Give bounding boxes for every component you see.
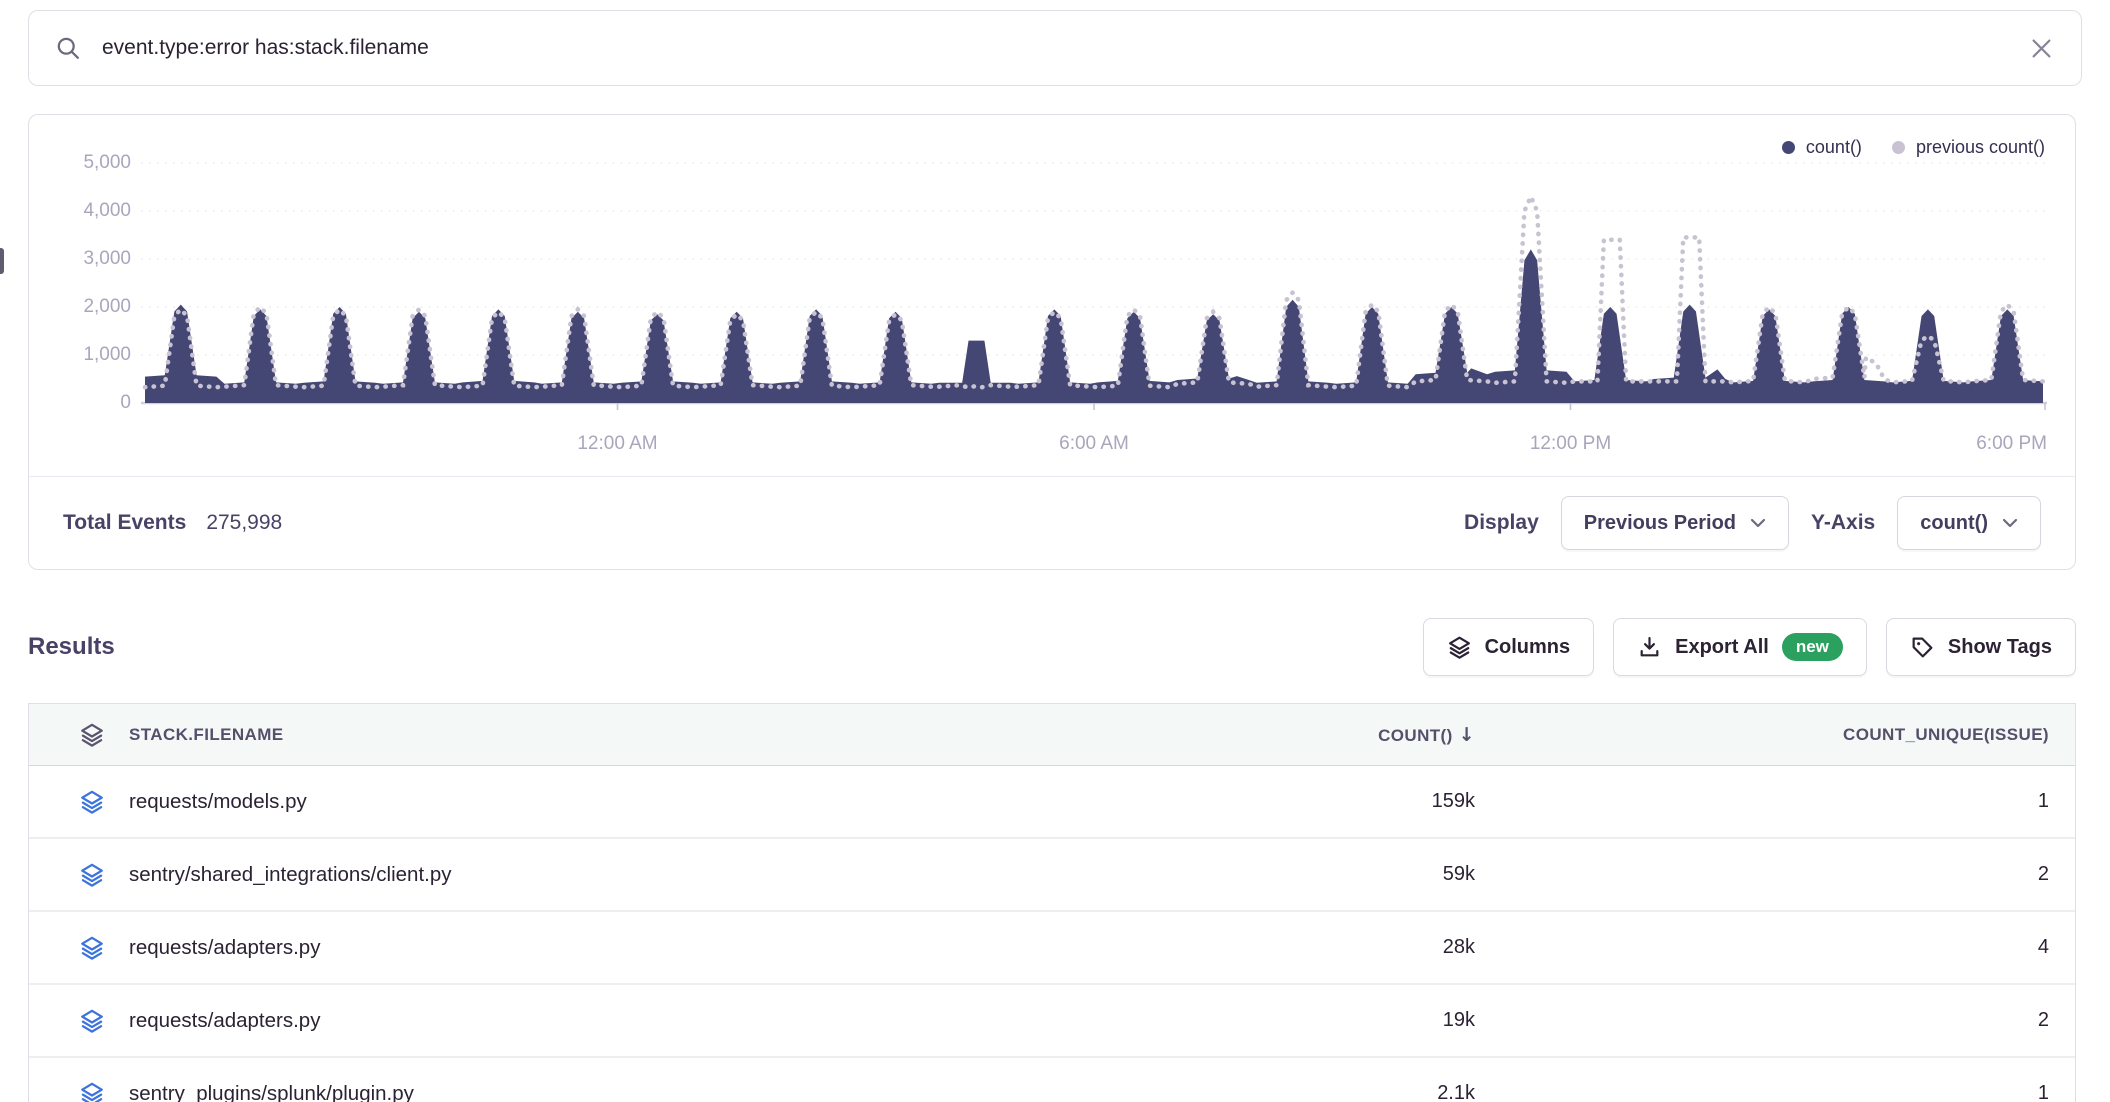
clear-search-button[interactable] xyxy=(2028,35,2055,62)
x-axis-tick-label: 6:00 AM xyxy=(1059,433,1129,454)
y-axis-tick-label: 3,000 xyxy=(83,248,131,269)
stack-icon[interactable] xyxy=(79,935,105,961)
search-icon xyxy=(55,35,82,62)
x-axis-tick-label: 12:00 AM xyxy=(577,433,658,454)
columns-button-label: Columns xyxy=(1484,635,1571,658)
count-unique-value: 1 xyxy=(2037,790,2049,812)
y-axis-dropdown-value: count() xyxy=(1920,511,1988,534)
y-axis-tick-label: 2,000 xyxy=(83,296,131,317)
count-value: 19k xyxy=(1442,1009,1475,1031)
search-input[interactable] xyxy=(102,36,2008,60)
y-axis-tick-label: 5,000 xyxy=(83,152,131,173)
left-edge-artifact xyxy=(0,248,4,274)
total-events-value: 275,998 xyxy=(206,511,283,534)
count-value: 159k xyxy=(1431,790,1475,812)
y-axis-tick-label: 0 xyxy=(120,392,131,413)
download-icon xyxy=(1637,635,1662,660)
y-axis-tick-label: 1,000 xyxy=(83,344,131,365)
count-value: 2.1k xyxy=(1437,1082,1475,1102)
column-header-count[interactable]: COUNT() ↓ xyxy=(1378,723,1475,746)
tag-icon xyxy=(1910,635,1935,660)
stack-icon[interactable] xyxy=(79,1008,105,1034)
stack-icon xyxy=(79,722,105,748)
stack-icon[interactable] xyxy=(79,789,105,815)
column-header-count-unique-issue[interactable]: COUNT_UNIQUE(ISSUE) xyxy=(1843,724,2049,744)
show-tags-button[interactable]: Show Tags xyxy=(1885,618,2076,676)
export-all-button-label: Export All xyxy=(1675,635,1769,658)
stack-filename-value[interactable]: requests/adapters.py xyxy=(129,935,321,959)
search-bar xyxy=(28,10,2082,86)
stack-filename-value[interactable]: sentry_plugins/splunk/plugin.py xyxy=(129,1081,414,1102)
table-row: requests/adapters.py 28k 4 xyxy=(29,912,2075,985)
display-dropdown[interactable]: Previous Period xyxy=(1560,496,1790,550)
stack-icon[interactable] xyxy=(79,862,105,888)
table-row: requests/models.py 159k 1 xyxy=(29,766,2075,839)
count-series-dot xyxy=(1781,141,1795,154)
close-icon xyxy=(2032,39,2051,57)
column-header-stack-filename[interactable]: STACK.FILENAME xyxy=(129,724,284,744)
display-label: Display xyxy=(1464,511,1539,534)
legend-item-count[interactable]: count() xyxy=(1781,137,1862,158)
previous-count-series-dot xyxy=(1891,141,1905,154)
results-title: Results xyxy=(28,633,115,660)
x-axis-tick-label: 6:00 PM xyxy=(1976,433,2047,454)
total-events-label: Total Events xyxy=(63,511,187,534)
y-axis-dropdown[interactable]: count() xyxy=(1897,496,2041,550)
export-all-button[interactable]: Export All new xyxy=(1613,618,1867,676)
stack-filename-value[interactable]: requests/adapters.py xyxy=(129,1008,321,1032)
legend-item-previous-count[interactable]: previous count() xyxy=(1891,137,2045,158)
results-table-header: STACK.FILENAME COUNT() ↓ COUNT_UNIQUE(ISS… xyxy=(29,704,2075,766)
stack-icon xyxy=(1447,635,1472,660)
total-events: Total Events 275,998 xyxy=(63,511,282,535)
new-badge: new xyxy=(1781,633,1843,661)
y-axis-tick-label: 4,000 xyxy=(83,200,131,221)
count-unique-value: 2 xyxy=(2037,863,2049,885)
stack-filename-value[interactable]: requests/models.py xyxy=(129,789,307,813)
table-row: sentry/shared_integrations/client.py 59k… xyxy=(29,839,2075,912)
stack-icon[interactable] xyxy=(79,1081,105,1102)
show-tags-button-label: Show Tags xyxy=(1947,635,2052,658)
legend-label: previous count() xyxy=(1915,137,2045,157)
count-unique-value: 2 xyxy=(2037,1009,2049,1031)
x-axis-labels: 12:00 AM 6:00 AM 12:00 PM 6:00 PM xyxy=(141,423,2047,465)
count-value: 59k xyxy=(1442,863,1475,885)
results-table: STACK.FILENAME COUNT() ↓ COUNT_UNIQUE(ISS… xyxy=(28,703,2076,1102)
y-axis-labels: 0 1,000 2,000 3,000 4,000 5,000 xyxy=(59,151,131,413)
events-area-chart[interactable] xyxy=(141,151,2047,411)
legend-label: count() xyxy=(1805,137,1862,157)
count-unique-value: 4 xyxy=(2037,936,2049,958)
events-chart-panel: count() previous count() 0 1,000 2,000 3,00… xyxy=(28,114,2076,570)
x-axis-tick-label: 12:00 PM xyxy=(1529,433,1612,454)
y-axis-label: Y-Axis xyxy=(1811,511,1876,534)
results-header-row: Results Columns Export All new Show Tags xyxy=(28,617,2076,677)
results-table-body: requests/models.py 159k 1 sentry/shared_… xyxy=(29,766,2075,1102)
count-value: 28k xyxy=(1442,936,1475,958)
sort-desc-icon: ↓ xyxy=(1458,723,1475,746)
chart-footer: Total Events 275,998 Display Previous Pe… xyxy=(29,476,2075,569)
chart-svg xyxy=(141,162,2047,410)
table-row: requests/adapters.py 19k 2 xyxy=(29,985,2075,1058)
chevron-down-icon xyxy=(2002,518,2018,528)
count-unique-value: 1 xyxy=(2037,1082,2049,1102)
display-dropdown-value: Previous Period xyxy=(1583,511,1737,534)
table-row: sentry_plugins/splunk/plugin.py 2.1k 1 xyxy=(29,1058,2075,1102)
chevron-down-icon xyxy=(1750,518,1766,528)
stack-filename-value[interactable]: sentry/shared_integrations/client.py xyxy=(129,862,452,886)
columns-button[interactable]: Columns xyxy=(1422,618,1595,676)
chart-legend: count() previous count() xyxy=(1781,137,2045,158)
